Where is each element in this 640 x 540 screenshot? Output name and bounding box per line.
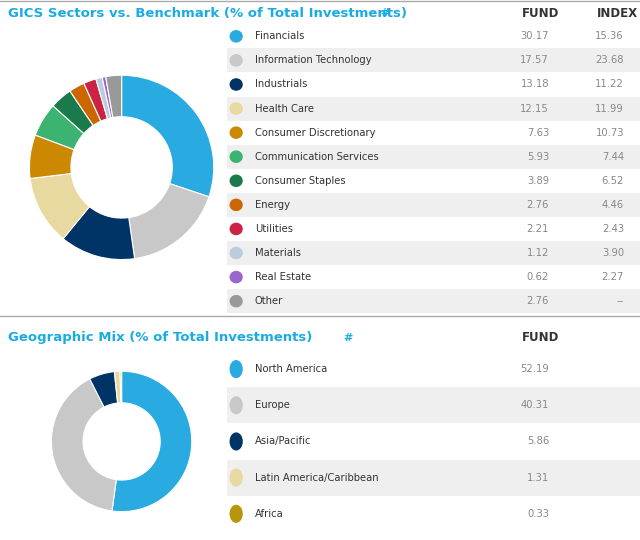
Wedge shape — [35, 106, 84, 150]
Text: Other: Other — [255, 296, 283, 306]
Text: FUND: FUND — [522, 331, 559, 344]
Circle shape — [230, 469, 242, 486]
Wedge shape — [90, 372, 118, 407]
Text: Latin America/Caribbean: Latin America/Caribbean — [255, 472, 378, 483]
Wedge shape — [106, 75, 122, 118]
Text: 5.93: 5.93 — [527, 152, 549, 161]
Wedge shape — [112, 372, 192, 511]
Text: --: -- — [617, 296, 624, 306]
Text: Geographic Mix (% of Total Investments): Geographic Mix (% of Total Investments) — [8, 331, 312, 344]
Text: 5.86: 5.86 — [527, 436, 549, 447]
Text: 1.12: 1.12 — [527, 248, 549, 258]
Circle shape — [230, 272, 242, 282]
Text: Communication Services: Communication Services — [255, 152, 378, 161]
Text: Africa: Africa — [255, 509, 284, 519]
Text: 2.76: 2.76 — [527, 296, 549, 306]
Wedge shape — [84, 79, 108, 121]
Circle shape — [230, 79, 242, 90]
Wedge shape — [51, 379, 116, 511]
Text: FUND: FUND — [522, 7, 559, 20]
Circle shape — [230, 397, 242, 414]
Text: 52.19: 52.19 — [520, 364, 549, 374]
Wedge shape — [129, 184, 209, 259]
Text: 11.99: 11.99 — [595, 104, 624, 113]
Circle shape — [230, 247, 242, 259]
Text: Utilities: Utilities — [255, 224, 292, 234]
Text: Consumer Staples: Consumer Staples — [255, 176, 346, 186]
Circle shape — [230, 361, 242, 377]
Wedge shape — [30, 173, 90, 239]
Circle shape — [230, 199, 242, 211]
Circle shape — [230, 31, 242, 42]
Text: 11.22: 11.22 — [595, 79, 624, 90]
Circle shape — [230, 103, 242, 114]
Wedge shape — [70, 83, 101, 125]
Text: 17.57: 17.57 — [520, 56, 549, 65]
Wedge shape — [63, 207, 134, 260]
Text: Health Care: Health Care — [255, 104, 314, 113]
Text: Asia/Pacific: Asia/Pacific — [255, 436, 311, 447]
Text: 30.17: 30.17 — [520, 31, 549, 42]
Text: Europe: Europe — [255, 400, 289, 410]
Text: Industrials: Industrials — [255, 79, 307, 90]
Text: 7.44: 7.44 — [602, 152, 624, 161]
Text: 13.18: 13.18 — [520, 79, 549, 90]
Text: North America: North America — [255, 364, 327, 374]
Circle shape — [230, 175, 242, 186]
Text: INDEX: INDEX — [597, 7, 638, 20]
Text: 3.90: 3.90 — [602, 248, 624, 258]
Text: #: # — [380, 8, 390, 18]
Circle shape — [230, 295, 242, 307]
Text: 2.27: 2.27 — [602, 272, 624, 282]
Text: 10.73: 10.73 — [595, 127, 624, 138]
Text: 2.43: 2.43 — [602, 224, 624, 234]
Text: 15.36: 15.36 — [595, 31, 624, 42]
Wedge shape — [122, 75, 214, 197]
Text: 1.31: 1.31 — [527, 472, 549, 483]
Text: Materials: Materials — [255, 248, 301, 258]
Circle shape — [230, 433, 242, 450]
Text: Real Estate: Real Estate — [255, 272, 311, 282]
Wedge shape — [120, 372, 122, 403]
Wedge shape — [53, 91, 93, 133]
Circle shape — [230, 151, 242, 163]
Text: Financials: Financials — [255, 31, 304, 42]
Text: 7.63: 7.63 — [527, 127, 549, 138]
Text: 2.76: 2.76 — [527, 200, 549, 210]
Text: 0.62: 0.62 — [527, 272, 549, 282]
Text: GICS Sectors vs. Benchmark (% of Total Investments): GICS Sectors vs. Benchmark (% of Total I… — [8, 7, 406, 20]
Circle shape — [230, 55, 242, 66]
Text: 40.31: 40.31 — [521, 400, 549, 410]
Text: 0.33: 0.33 — [527, 509, 549, 519]
Circle shape — [230, 505, 242, 522]
Text: Energy: Energy — [255, 200, 290, 210]
Text: Consumer Discretionary: Consumer Discretionary — [255, 127, 375, 138]
Circle shape — [230, 127, 242, 138]
Text: 6.52: 6.52 — [602, 176, 624, 186]
Text: #: # — [344, 333, 353, 343]
Text: 3.89: 3.89 — [527, 176, 549, 186]
Text: Information Technology: Information Technology — [255, 56, 371, 65]
Wedge shape — [96, 77, 111, 119]
Wedge shape — [29, 135, 74, 179]
Text: 2.21: 2.21 — [527, 224, 549, 234]
Wedge shape — [115, 372, 121, 403]
Text: 4.46: 4.46 — [602, 200, 624, 210]
Circle shape — [230, 224, 242, 234]
Wedge shape — [102, 77, 113, 118]
Text: 12.15: 12.15 — [520, 104, 549, 113]
Text: 23.68: 23.68 — [595, 56, 624, 65]
